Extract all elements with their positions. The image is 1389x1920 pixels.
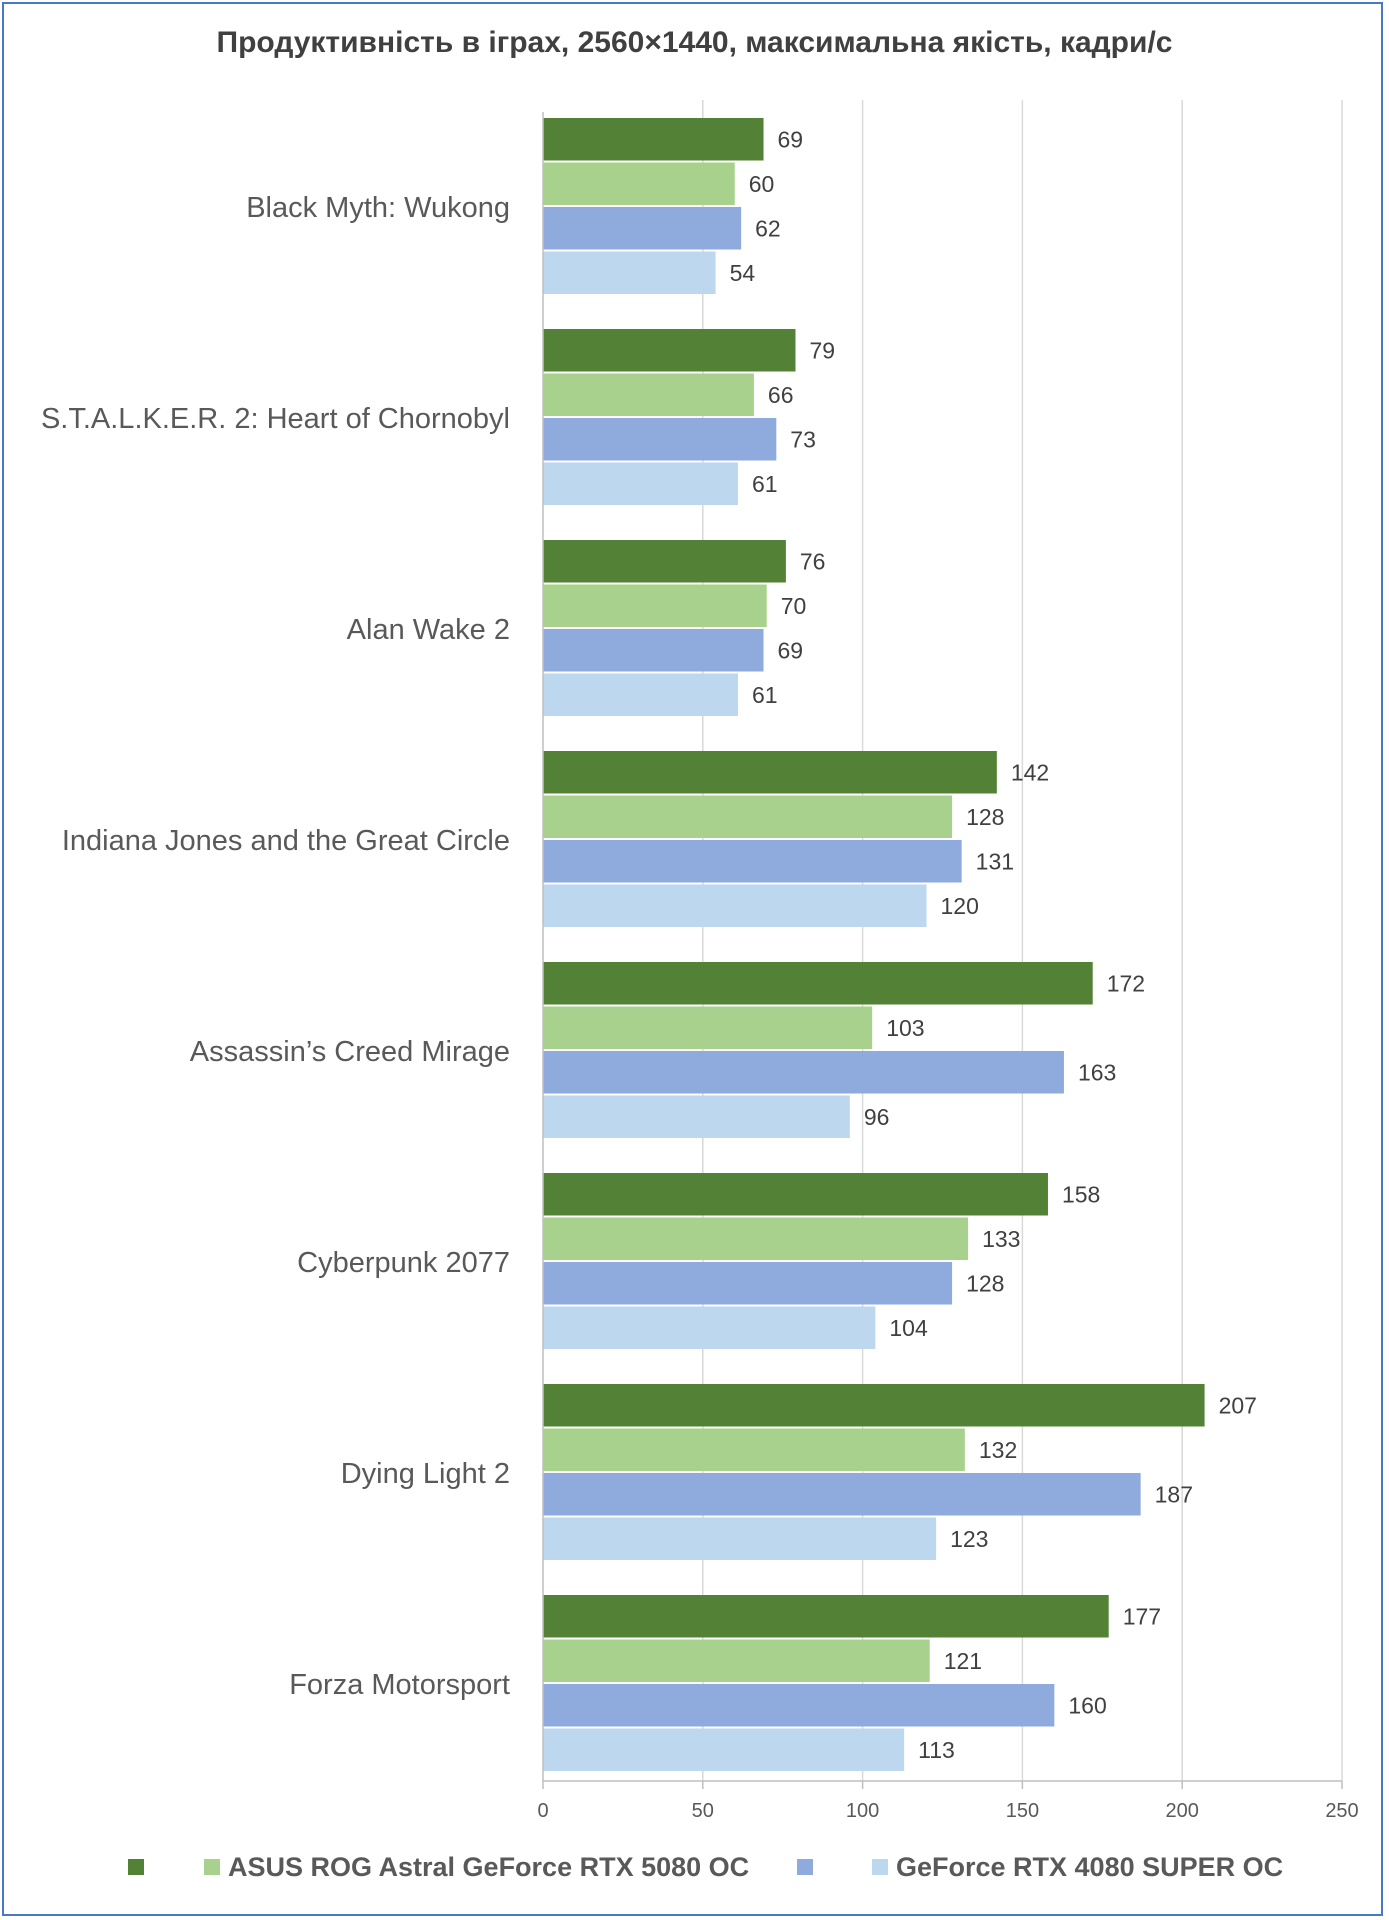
- legend: ASUS ROG Astral GeForce RTX 5080 OC GeFor…: [128, 1852, 1283, 1882]
- data-label: 60: [749, 171, 775, 197]
- bar: [543, 795, 953, 838]
- category-label: Dying Light 2: [341, 1458, 510, 1490]
- bar: [543, 884, 927, 927]
- data-label: 76: [800, 548, 826, 574]
- x-tick-label: 200: [1166, 1800, 1199, 1822]
- bar: [543, 540, 786, 583]
- data-label: 128: [966, 1270, 1004, 1296]
- legend-swatch: [128, 1859, 144, 1875]
- bar: [543, 1517, 937, 1560]
- category-label: S.T.A.L.K.E.R. 2: Heart of Chornobyl: [41, 403, 510, 435]
- bar: [543, 629, 764, 672]
- category-labels: Black Myth: Wukong S.T.A.L.K.E.R. 2: Hear…: [41, 192, 510, 1701]
- legend-swatch: [872, 1859, 888, 1875]
- data-label: 62: [755, 215, 781, 241]
- category-label: Forza Motorsport: [289, 1669, 510, 1701]
- value-labels: 6960625479667361767069611421281311201721…: [730, 126, 1257, 1763]
- data-label: 207: [1219, 1392, 1257, 1418]
- bar: [543, 1006, 873, 1049]
- x-tick-label: 100: [846, 1800, 879, 1822]
- bar: [543, 207, 742, 250]
- legend-swatch: [797, 1859, 813, 1875]
- data-label: 177: [1123, 1603, 1161, 1629]
- data-label: 73: [790, 426, 816, 452]
- chart-title: Продуктивність в іграх, 2560×1440, макси…: [216, 26, 1173, 59]
- category-label: Assassin’s Creed Mirage: [190, 1036, 510, 1068]
- data-label: 128: [966, 804, 1004, 830]
- data-label: 103: [886, 1015, 924, 1041]
- category-label: Alan Wake 2: [347, 614, 510, 646]
- data-label: 123: [950, 1526, 988, 1552]
- data-label: 121: [944, 1648, 982, 1674]
- bar: [543, 1262, 953, 1305]
- legend-label: GeForce RTX 4080 SUPER OC: [896, 1852, 1283, 1882]
- bar: [543, 1728, 905, 1771]
- category-label: Cyberpunk 2077: [297, 1247, 510, 1279]
- data-label: 187: [1155, 1481, 1193, 1507]
- bar: [543, 1217, 969, 1260]
- data-label: 69: [778, 126, 804, 152]
- bar: [543, 840, 962, 883]
- category-label: Indiana Jones and the Great Circle: [62, 825, 510, 857]
- bar: [543, 462, 738, 505]
- x-tick-label: 150: [1006, 1800, 1039, 1822]
- bar: [543, 418, 777, 461]
- data-label: 61: [752, 682, 778, 708]
- legend-label: ASUS ROG Astral GeForce RTX 5080 OC: [228, 1852, 749, 1882]
- bar: [543, 751, 997, 794]
- bar: [543, 584, 767, 627]
- data-label: 133: [982, 1226, 1020, 1252]
- data-label: 163: [1078, 1059, 1116, 1085]
- bar: [543, 1173, 1048, 1216]
- bar: [543, 673, 738, 716]
- x-tick-label: 50: [692, 1800, 714, 1822]
- category-label: Black Myth: Wukong: [246, 192, 510, 224]
- bar: [543, 1595, 1109, 1638]
- bar: [543, 1306, 876, 1349]
- data-label: 131: [976, 848, 1014, 874]
- bar: [543, 1428, 965, 1471]
- data-label: 61: [752, 471, 778, 497]
- legend-swatch: [204, 1859, 220, 1875]
- bar: [543, 251, 716, 294]
- data-label: 158: [1062, 1181, 1100, 1207]
- x-tick-label: 0: [537, 1800, 548, 1822]
- data-label: 79: [809, 337, 835, 363]
- bar: [543, 373, 754, 416]
- data-label: 69: [778, 637, 804, 663]
- data-label: 113: [918, 1737, 955, 1763]
- data-label: 132: [979, 1437, 1017, 1463]
- bar: [543, 1684, 1055, 1727]
- bar: [543, 962, 1093, 1005]
- data-label: 142: [1011, 759, 1049, 785]
- bar: [543, 329, 796, 372]
- data-label: 96: [864, 1104, 890, 1130]
- bars: [543, 118, 1205, 1771]
- bar: [543, 1095, 850, 1138]
- data-label: 54: [730, 260, 756, 286]
- data-label: 120: [941, 893, 979, 919]
- x-tick-label: 250: [1325, 1800, 1358, 1822]
- x-axis: 0 50 100 150 200 250: [537, 112, 1359, 1822]
- bar: [543, 1639, 930, 1682]
- bar: [543, 118, 764, 161]
- data-label: 172: [1107, 970, 1145, 996]
- data-label: 104: [889, 1315, 928, 1341]
- bar: [543, 162, 735, 205]
- data-label: 70: [781, 593, 807, 619]
- bar: [543, 1051, 1064, 1094]
- data-label: 66: [768, 382, 794, 408]
- bar: [543, 1473, 1141, 1516]
- data-label: 160: [1068, 1692, 1106, 1718]
- bar: [543, 1384, 1205, 1427]
